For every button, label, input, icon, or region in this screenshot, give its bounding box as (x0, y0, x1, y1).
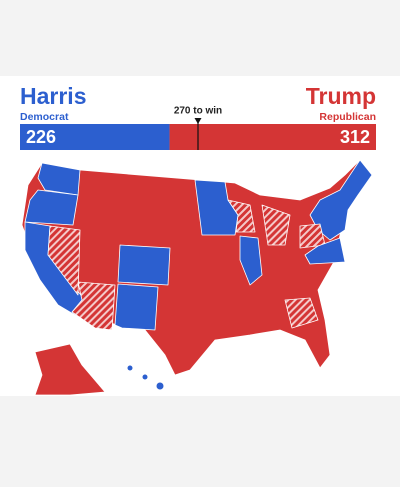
state-nv (47, 225, 81, 296)
right-votes: 312 (340, 127, 370, 147)
left-votes: 226 (26, 127, 56, 147)
state-hi (127, 365, 133, 371)
state-az (71, 281, 116, 331)
state-il (239, 235, 263, 286)
state-co (117, 244, 171, 286)
left-name: Harris (20, 83, 86, 109)
state-wi (227, 199, 256, 233)
state-or (24, 189, 79, 226)
state-ak (34, 343, 106, 396)
state-va (304, 237, 346, 265)
threshold-label: 270 to win (174, 106, 222, 117)
right-name: Trump (306, 83, 376, 109)
state-mi (261, 204, 291, 246)
left-bar (20, 124, 170, 150)
state-nm (114, 283, 159, 331)
seat-bar: 226 312 (20, 118, 376, 150)
state-ga (284, 297, 319, 329)
right-party: Republican (319, 111, 376, 123)
right-bar (169, 124, 376, 150)
left-party: Democrat (20, 111, 69, 123)
us-map (21, 159, 373, 396)
state-hi (142, 374, 148, 380)
threshold-marker (194, 118, 202, 124)
state-wa (37, 162, 81, 196)
state-hi (156, 382, 164, 390)
